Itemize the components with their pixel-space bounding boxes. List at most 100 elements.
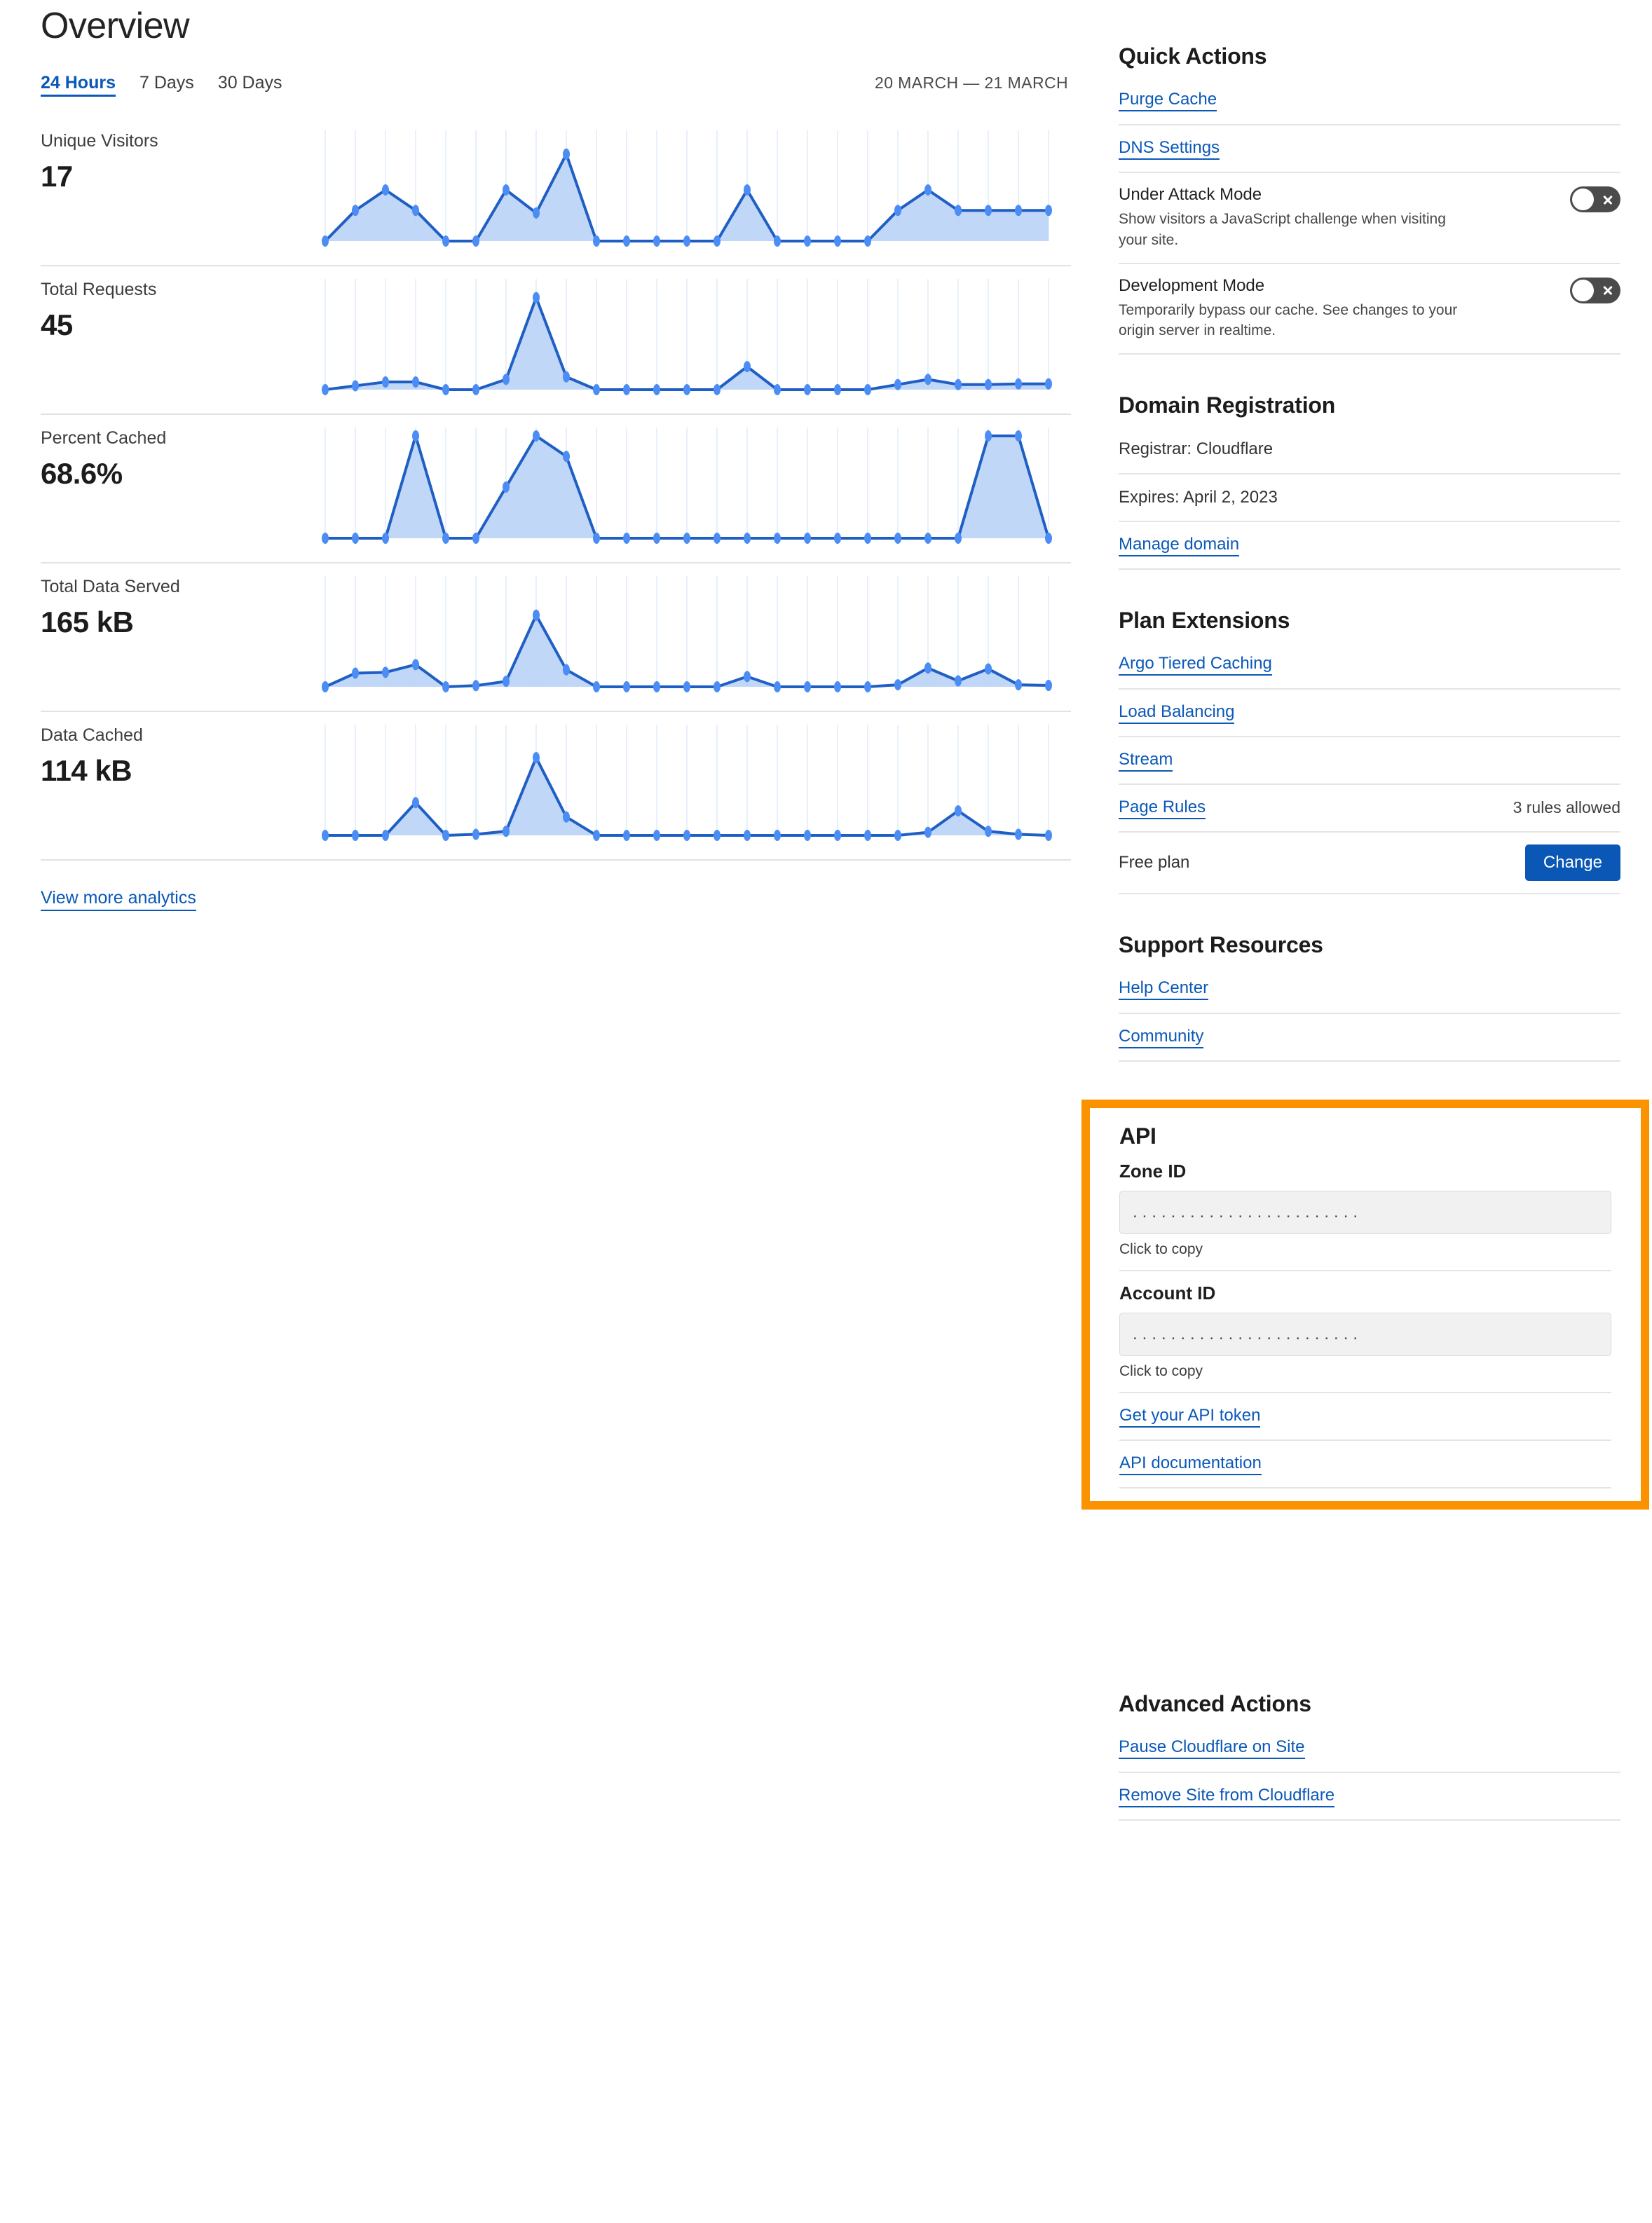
row-remove-site[interactable]: Remove Site from Cloudflare: [1119, 1773, 1620, 1821]
metric-info: Unique Visitors 17: [41, 118, 314, 192]
load-balancing-link[interactable]: Load Balancing: [1119, 702, 1235, 724]
view-more-wrap: View more analytics: [41, 861, 1071, 911]
metric-row-percent-cached: Percent Cached 68.6%: [41, 415, 1071, 564]
metric-value: 17: [41, 160, 73, 193]
plan-name: Free plan: [1119, 853, 1190, 873]
metric-value: 165 kB: [41, 606, 134, 639]
row-get-api-token[interactable]: Get your API token: [1119, 1393, 1611, 1442]
stream-link[interactable]: Stream: [1119, 749, 1173, 772]
analytics-column: Overview 24 Hours 7 Days 30 Days 20 MARC…: [41, 0, 1071, 911]
sparkline-data-cached: [314, 718, 1060, 851]
row-left: Stream: [1119, 749, 1620, 772]
zone-id-copy-hint: Click to copy: [1119, 1241, 1203, 1258]
row-left: Remove Site from Cloudflare: [1119, 1785, 1620, 1808]
close-icon: [1602, 285, 1613, 296]
row-left: Argo Tiered Caching: [1119, 653, 1620, 676]
row-left: Manage domain: [1119, 534, 1620, 556]
time-range-tabs: 24 Hours 7 Days 30 Days: [41, 73, 282, 97]
row-help-center[interactable]: Help Center: [1119, 973, 1620, 1015]
remove-site-link[interactable]: Remove Site from Cloudflare: [1119, 1785, 1335, 1808]
metric-value: 45: [41, 308, 73, 342]
row-load-balancing[interactable]: Load Balancing: [1119, 690, 1620, 737]
page-title: Overview: [41, 6, 190, 46]
community-link[interactable]: Community: [1119, 1026, 1204, 1049]
row-development-mode: Development Mode Temporarily bypass our …: [1119, 264, 1620, 355]
row-left: Help Center: [1119, 978, 1620, 1001]
sparkline-total-data-served: [314, 569, 1060, 702]
row-left: Under Attack Mode Show visitors a JavaSc…: [1119, 185, 1570, 251]
row-under-attack-mode: Under Attack Mode Show visitors a JavaSc…: [1119, 173, 1620, 264]
api-title: API: [1119, 1123, 1156, 1149]
row-page-rules[interactable]: Page Rules 3 rules allowed: [1119, 785, 1620, 833]
account-id-label: Account ID: [1119, 1282, 1216, 1304]
row-expires: Expires: April 2, 2023: [1119, 474, 1620, 522]
under-attack-mode-toggle[interactable]: [1570, 186, 1620, 212]
row-argo-tiered-caching[interactable]: Argo Tiered Caching: [1119, 649, 1620, 690]
api-highlight-box: API Zone ID ........................ Cli…: [1081, 1100, 1649, 1510]
metric-row-unique-visitors: Unique Visitors 17: [41, 118, 1071, 267]
row-left: Get your API token: [1119, 1405, 1611, 1428]
plan-extensions-title: Plan Extensions: [1119, 607, 1290, 633]
divider: [1119, 1270, 1611, 1272]
row-purge-cache[interactable]: Purge Cache: [1119, 85, 1620, 125]
manage-domain-link[interactable]: Manage domain: [1119, 534, 1240, 556]
row-dns-settings[interactable]: DNS Settings: [1119, 125, 1620, 173]
row-left: Pause Cloudflare on Site: [1119, 1737, 1620, 1760]
account-id-field[interactable]: ........................: [1119, 1313, 1611, 1357]
row-manage-domain[interactable]: Manage domain: [1119, 522, 1620, 570]
purge-cache-link[interactable]: Purge Cache: [1119, 89, 1217, 111]
row-community[interactable]: Community: [1119, 1014, 1620, 1062]
registrar-value: Registrar: Cloudflare: [1119, 439, 1274, 459]
metric-label: Data Cached: [41, 725, 143, 746]
help-center-link[interactable]: Help Center: [1119, 978, 1209, 1001]
tab-7-days[interactable]: 7 Days: [139, 73, 194, 93]
api-documentation-link[interactable]: API documentation: [1119, 1453, 1262, 1476]
metric-info: Data Cached 114 kB: [41, 712, 314, 786]
toggle-knob: [1572, 189, 1594, 210]
page-rules-allowance: 3 rules allowed: [1513, 798, 1620, 816]
row-left: Load Balancing: [1119, 702, 1620, 724]
account-id-copy-hint: Click to copy: [1119, 1363, 1203, 1380]
section-domain-registration: Domain Registration Registrar: Cloudflar…: [1119, 392, 1620, 570]
view-more-analytics-link[interactable]: View more analytics: [41, 887, 196, 911]
expires-value: Expires: April 2, 2023: [1119, 488, 1278, 507]
get-api-token-link[interactable]: Get your API token: [1119, 1405, 1261, 1428]
change-plan-button[interactable]: Change: [1524, 844, 1620, 882]
row-left: DNS Settings: [1119, 137, 1620, 160]
row-api-documentation[interactable]: API documentation: [1119, 1441, 1611, 1489]
dns-settings-link[interactable]: DNS Settings: [1119, 137, 1220, 160]
pause-cloudflare-link[interactable]: Pause Cloudflare on Site: [1119, 1737, 1305, 1760]
domain-registration-title: Domain Registration: [1119, 392, 1336, 418]
quick-actions-title: Quick Actions: [1119, 43, 1267, 69]
under-attack-mode-description: Show visitors a JavaScript challenge whe…: [1119, 211, 1446, 248]
row-left: Expires: April 2, 2023: [1119, 486, 1620, 509]
row-left: Community: [1119, 1026, 1620, 1049]
row-left: Development Mode Temporarily bypass our …: [1119, 276, 1570, 342]
development-mode-description: Temporarily bypass our cache. See change…: [1119, 301, 1458, 339]
metric-label: Unique Visitors: [41, 131, 158, 151]
argo-tiered-caching-link[interactable]: Argo Tiered Caching: [1119, 653, 1272, 676]
page-rules-link[interactable]: Page Rules: [1119, 797, 1206, 819]
tab-24-hours[interactable]: 24 Hours: [41, 73, 116, 97]
development-mode-toggle[interactable]: [1570, 277, 1620, 303]
metric-label: Total Data Served: [41, 577, 180, 597]
row-stream[interactable]: Stream: [1119, 737, 1620, 785]
advanced-actions-title: Advanced Actions: [1119, 1691, 1311, 1717]
tab-30-days[interactable]: 30 Days: [217, 73, 282, 93]
metric-row-data-cached: Data Cached 114 kB: [41, 712, 1071, 861]
metric-info: Total Data Served 165 kB: [41, 563, 314, 638]
under-attack-mode-title: Under Attack Mode: [1119, 185, 1262, 204]
close-icon: [1602, 194, 1613, 205]
metric-row-total-data-served: Total Data Served 165 kB: [41, 563, 1071, 713]
divider: [1119, 1392, 1611, 1394]
row-left: Registrar: Cloudflare: [1119, 438, 1620, 460]
metrics-list: Unique Visitors 17 Total Requests 45 Per…: [41, 118, 1071, 861]
row-left: API documentation: [1119, 1453, 1611, 1476]
row-pause-cloudflare[interactable]: Pause Cloudflare on Site: [1119, 1732, 1620, 1774]
sparkline-percent-cached: [314, 420, 1060, 554]
section-plan-extensions: Plan Extensions Argo Tiered Caching Load…: [1119, 607, 1620, 895]
section-support-resources: Support Resources Help Center Community: [1119, 932, 1620, 1062]
zone-id-field[interactable]: ........................: [1119, 1191, 1611, 1235]
development-mode-title: Development Mode: [1119, 275, 1265, 295]
